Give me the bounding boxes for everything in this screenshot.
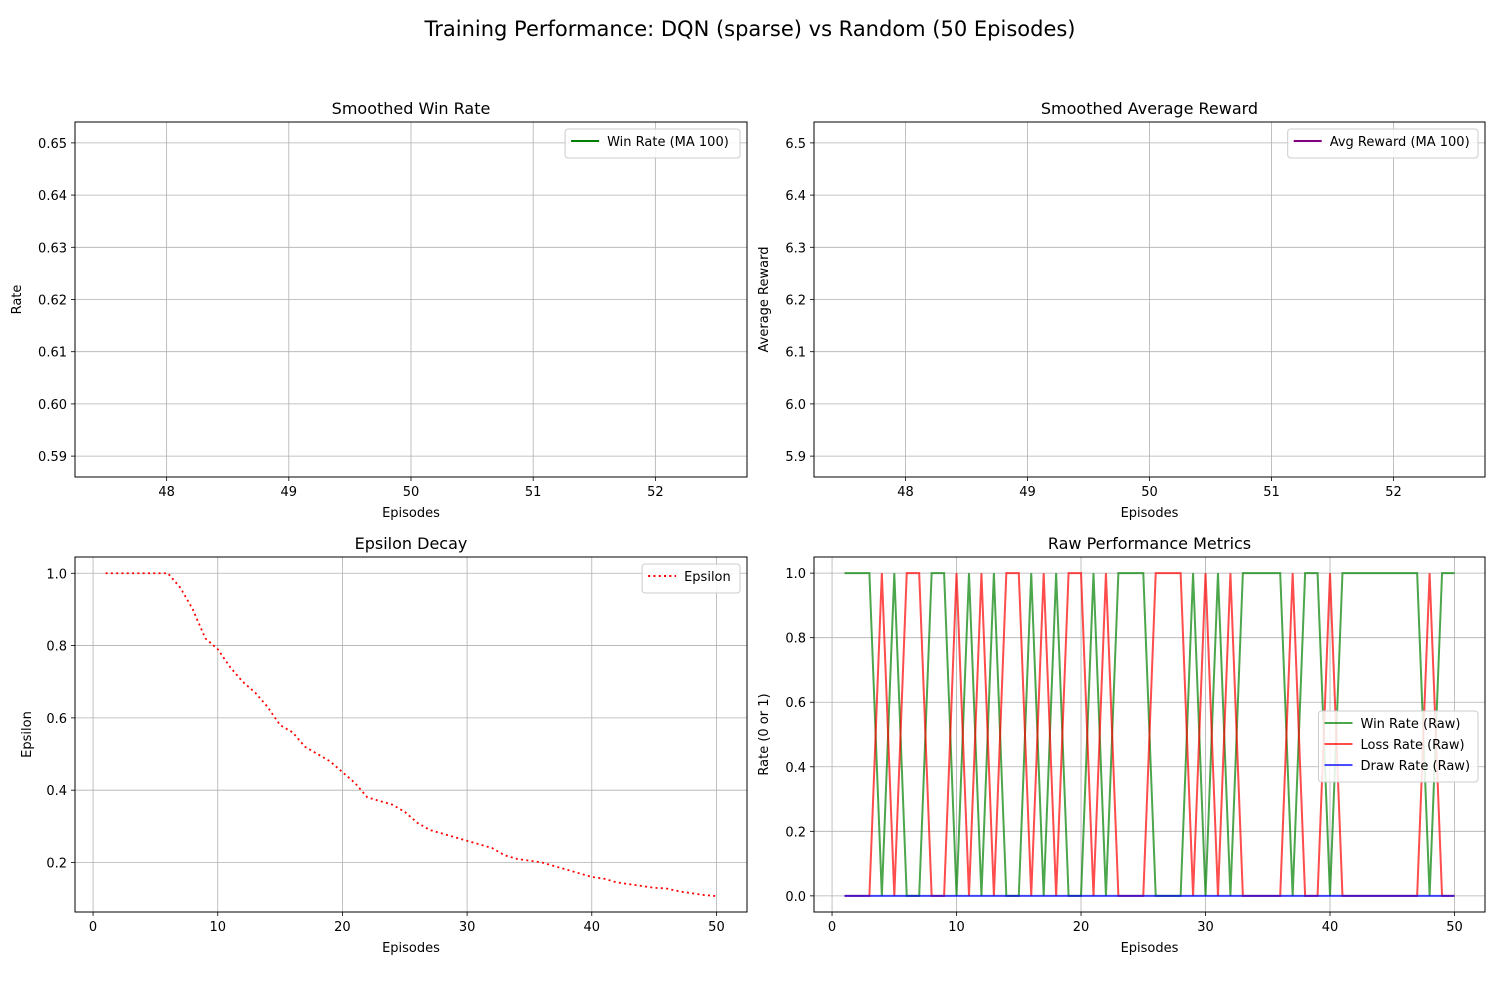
epsilon-ytick-label: 0.2 xyxy=(46,856,67,871)
win-rate-legend-box xyxy=(564,128,741,159)
raw-metrics-ytick-label: 0.0 xyxy=(785,890,806,905)
raw-metrics-ytick-label: 1.0 xyxy=(785,567,806,582)
epsilon-legend-box xyxy=(641,563,741,594)
epsilon-xtick-label: 40 xyxy=(584,920,601,935)
raw-metrics-xtick-label: 10 xyxy=(948,920,965,935)
win-rate-ytick-label: 0.61 xyxy=(38,346,67,361)
epsilon-ytick-label: 0.6 xyxy=(46,712,67,727)
avg-reward-ytick-label: 5.9 xyxy=(785,450,806,465)
epsilon-xlabel: Episodes xyxy=(382,941,440,956)
win-rate-ytick-label: 0.63 xyxy=(38,241,67,256)
epsilon-ytick-label: 0.4 xyxy=(46,784,67,799)
avg-reward-legend-box xyxy=(1287,128,1479,159)
avg-reward-xtick-label: 48 xyxy=(897,485,914,500)
raw-metrics-legend-box xyxy=(1318,710,1479,783)
epsilon-legend: Epsilon xyxy=(641,563,741,594)
epsilon-ytick-label: 1.0 xyxy=(46,567,67,582)
epsilon-series-0-line xyxy=(105,572,717,897)
avg-reward-title: Smoothed Average Reward xyxy=(1041,99,1258,118)
raw-metrics-xtick-label: 0 xyxy=(828,920,836,935)
raw-metrics-ylabel: Rate (0 or 1) xyxy=(757,693,772,775)
epsilon-panel: Epsilon Decay 0 10 20 30 40 50 0.2 0.4 0.6 0.8 1.0 E… xyxy=(20,534,748,956)
win-rate-ytick-label: 0.59 xyxy=(38,450,67,465)
raw-metrics-xtick-label: 40 xyxy=(1322,920,1339,935)
avg-reward-ytick-label: 6.0 xyxy=(785,398,806,413)
raw-metrics-panel: Raw Performance Metrics 0 10 20 30 40 50 0.0 0.2… xyxy=(757,534,1486,956)
epsilon-title: Epsilon Decay xyxy=(355,534,468,553)
avg-reward-ylabel: Average Reward xyxy=(757,247,772,353)
epsilon-xtick-label: 50 xyxy=(708,920,725,935)
win-rate-panel: Smoothed Win Rate 48 49 50 51 52 0.59 0.60 0.61 0… xyxy=(10,99,748,521)
win-rate-ytick-label: 0.62 xyxy=(38,294,67,309)
epsilon-xtick-label: 30 xyxy=(459,920,476,935)
win-rate-ytick-label: 0.64 xyxy=(38,189,67,204)
raw-metrics-ytick-label: 0.6 xyxy=(785,696,806,711)
epsilon-legend-label-0: Epsilon xyxy=(684,570,731,585)
raw-metrics-legend: Win Rate (Raw) Loss Rate (Raw) Draw Rate (… xyxy=(1318,710,1479,783)
raw-metrics-legend-label-0: Win Rate (Raw) xyxy=(1361,717,1461,732)
epsilon-ylabel: Epsilon xyxy=(20,711,35,758)
epsilon-xtick-label: 0 xyxy=(89,920,97,935)
win-rate-ylabel: Rate xyxy=(10,285,25,315)
raw-metrics-ytick-label: 0.4 xyxy=(785,761,806,776)
avg-reward-frame xyxy=(813,121,1486,478)
avg-reward-panel: Smoothed Average Reward 48 49 50 51 52 5.9 6.0 6… xyxy=(757,99,1486,521)
avg-reward-legend-label-0: Avg Reward (MA 100) xyxy=(1330,135,1470,150)
win-rate-xtick-label: 48 xyxy=(158,485,175,500)
avg-reward-xlabel: Episodes xyxy=(1121,506,1179,521)
raw-metrics-ytick-label: 0.8 xyxy=(785,632,806,647)
raw-metrics-xtick-label: 50 xyxy=(1446,920,1463,935)
raw-metrics-xtick-label: 30 xyxy=(1197,920,1214,935)
avg-reward-ytick-label: 6.2 xyxy=(785,294,806,309)
raw-metrics-legend-label-1: Loss Rate (Raw) xyxy=(1361,738,1465,753)
epsilon-xtick-label: 20 xyxy=(334,920,351,935)
epsilon-ytick-label: 0.8 xyxy=(46,640,67,655)
win-rate-frame xyxy=(74,121,748,478)
win-rate-title: Smoothed Win Rate xyxy=(332,99,491,118)
win-rate-legend: Win Rate (MA 100) xyxy=(564,128,741,159)
win-rate-xtick-label: 51 xyxy=(525,485,542,500)
epsilon-xtick-label: 10 xyxy=(209,920,226,935)
avg-reward-xtick-label: 50 xyxy=(1141,485,1158,500)
raw-metrics-xtick-label: 20 xyxy=(1073,920,1090,935)
raw-metrics-xlabel: Episodes xyxy=(1121,941,1179,956)
win-rate-xtick-label: 50 xyxy=(403,485,420,500)
win-rate-ytick-label: 0.60 xyxy=(38,398,67,413)
avg-reward-xtick-label: 49 xyxy=(1019,485,1036,500)
avg-reward-xtick-label: 52 xyxy=(1385,485,1402,500)
win-rate-legend-label-0: Win Rate (MA 100) xyxy=(607,135,729,150)
win-rate-xtick-label: 52 xyxy=(647,485,664,500)
win-rate-xtick-label: 49 xyxy=(281,485,298,500)
raw-metrics-title: Raw Performance Metrics xyxy=(1048,534,1251,553)
avg-reward-ytick-label: 6.4 xyxy=(785,189,806,204)
avg-reward-legend: Avg Reward (MA 100) xyxy=(1287,128,1479,159)
avg-reward-ytick-label: 6.1 xyxy=(785,346,806,361)
avg-reward-ytick-label: 6.3 xyxy=(785,241,806,256)
epsilon-frame xyxy=(74,556,748,913)
raw-metrics-frame xyxy=(813,556,1486,913)
avg-reward-xtick-label: 51 xyxy=(1263,485,1280,500)
win-rate-ytick-label: 0.65 xyxy=(38,137,67,152)
figure-title: Training Performance: DQN (sparse) vs Ra… xyxy=(424,17,1076,41)
raw-metrics-legend-label-2: Draw Rate (Raw) xyxy=(1361,759,1471,774)
raw-metrics-ytick-label: 0.2 xyxy=(785,825,806,840)
win-rate-xlabel: Episodes xyxy=(382,506,440,521)
avg-reward-ytick-label: 6.5 xyxy=(785,137,806,152)
